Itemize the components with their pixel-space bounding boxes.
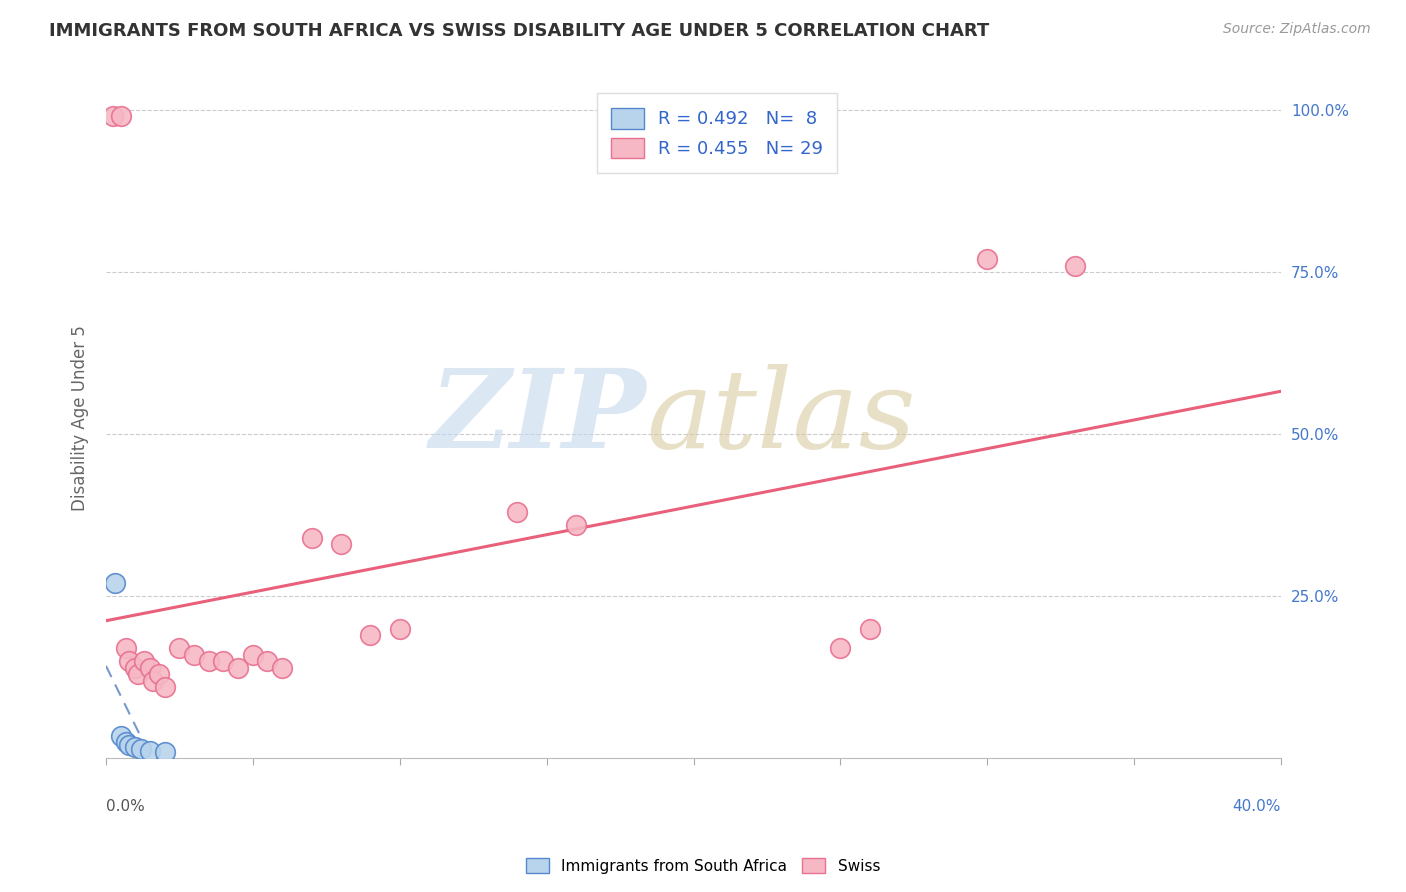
Point: [129, 741, 152, 756]
Point: [118, 654, 141, 668]
Point: [169, 641, 191, 656]
Point: [830, 641, 852, 656]
Point: [118, 739, 141, 753]
Point: [132, 654, 155, 668]
Point: [212, 654, 235, 668]
Text: 0.0%: 0.0%: [105, 799, 145, 814]
Point: [124, 739, 146, 754]
Text: atlas: atlas: [647, 364, 917, 472]
Point: [506, 505, 529, 519]
Point: [110, 729, 132, 743]
Point: [153, 680, 176, 694]
Y-axis label: Disability Age Under 5: Disability Age Under 5: [72, 325, 89, 511]
Point: [388, 622, 411, 636]
Text: 40.0%: 40.0%: [1233, 799, 1281, 814]
Point: [226, 660, 249, 674]
Point: [329, 537, 352, 551]
Legend: R = 0.492   N=  8, R = 0.455   N= 29: R = 0.492 N= 8, R = 0.455 N= 29: [596, 94, 838, 173]
Point: [104, 576, 127, 591]
Point: [859, 622, 882, 636]
Point: [127, 667, 149, 681]
Point: [976, 252, 998, 266]
Point: [359, 628, 381, 642]
Legend: Immigrants from South Africa, Swiss: Immigrants from South Africa, Swiss: [520, 852, 886, 880]
Point: [256, 654, 278, 668]
Text: IMMIGRANTS FROM SOUTH AFRICA VS SWISS DISABILITY AGE UNDER 5 CORRELATION CHART: IMMIGRANTS FROM SOUTH AFRICA VS SWISS DI…: [49, 22, 990, 40]
Point: [103, 109, 125, 123]
Point: [139, 660, 162, 674]
Point: [115, 641, 138, 656]
Point: [139, 743, 162, 757]
Text: ZIP: ZIP: [430, 364, 647, 472]
Point: [142, 673, 165, 688]
Point: [124, 660, 146, 674]
Point: [242, 648, 264, 662]
Point: [565, 517, 588, 532]
Point: [301, 531, 323, 545]
Point: [197, 654, 219, 668]
Point: [115, 735, 138, 749]
Text: Source: ZipAtlas.com: Source: ZipAtlas.com: [1223, 22, 1371, 37]
Point: [271, 660, 294, 674]
Point: [1064, 259, 1087, 273]
Point: [148, 667, 170, 681]
Point: [110, 109, 132, 123]
Point: [153, 745, 176, 759]
Point: [183, 648, 205, 662]
